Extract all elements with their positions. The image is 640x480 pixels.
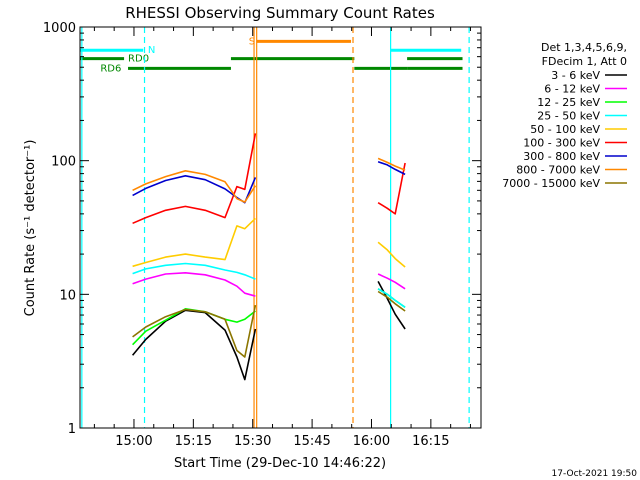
series-line-0-1 [377, 281, 406, 330]
x-tick-label-2: 15:30 [234, 434, 271, 449]
series-line-8-1 [377, 290, 406, 312]
status-bar-label-1: RD0 [128, 54, 149, 65]
timestamp: 17-Oct-2021 19:50 [552, 469, 638, 479]
legend-label-5: 100 - 300 keV [523, 137, 600, 150]
x-tick-label-5: 16:15 [412, 434, 449, 449]
legend-label-0: 3 - 6 keV [551, 69, 600, 82]
series-line-4-0 [132, 217, 256, 268]
series-line-6-1 [377, 161, 406, 176]
legend-label-6: 300 - 800 keV [523, 150, 600, 163]
legend-label-2: 12 - 25 keV [537, 96, 600, 109]
x-tick-label-4: 16:00 [353, 434, 390, 449]
series-line-5-1 [377, 162, 406, 215]
x-axis-label: Start Time (29-Dec-10 14:46:22) [174, 456, 386, 471]
chart-title: RHESSI Observing Summary Count Rates [125, 4, 435, 22]
series-line-5-0 [132, 133, 257, 225]
y-tick-label-2: 100 [51, 155, 76, 170]
series-line-7-1 [377, 157, 406, 171]
series-line-7-0 [132, 170, 257, 203]
series-line-1-1 [377, 273, 406, 290]
series-line-3-0 [132, 262, 256, 280]
y-tick-label-3: 1000 [43, 21, 76, 36]
series-group [131, 133, 406, 381]
legend-label-7: 800 - 7000 keV [516, 164, 600, 177]
x-tick-label-3: 15:45 [293, 434, 330, 449]
legend-label-1: 6 - 12 keV [544, 83, 600, 96]
series-line-3-1 [377, 288, 406, 308]
x-tick-label-1: 15:15 [175, 434, 212, 449]
legend-label-4: 50 - 100 keV [530, 123, 600, 136]
y-tick-label-0: 1 [68, 422, 76, 437]
legend-label-3: 25 - 50 keV [537, 110, 600, 123]
series-line-4-1 [377, 241, 406, 268]
status-bar-label-0: N [148, 45, 155, 56]
status-bar-label-2: RD6 [100, 63, 121, 74]
series-line-1-0 [132, 271, 256, 297]
y-axis-label: Count Rate (s⁻¹ detector⁻¹) [23, 140, 38, 317]
status-bar-label-5: S [249, 36, 255, 47]
x-tick-label-0: 15:00 [115, 434, 152, 449]
legend-header-line-2: FDecim 1, Att 0 [542, 55, 627, 68]
y-tick-label-1: 10 [59, 288, 76, 303]
plot-frame [79, 26, 482, 429]
axes: 1 10 100 1000 15:00 15:15 15:30 15:45 16:00 16:15 [43, 21, 482, 449]
legend-label-8: 7000 - 15000 keV [502, 177, 600, 190]
legend-header-line-1: Det 1,3,4,5,6,9, [541, 41, 627, 54]
series-line-8-0 [132, 304, 257, 358]
